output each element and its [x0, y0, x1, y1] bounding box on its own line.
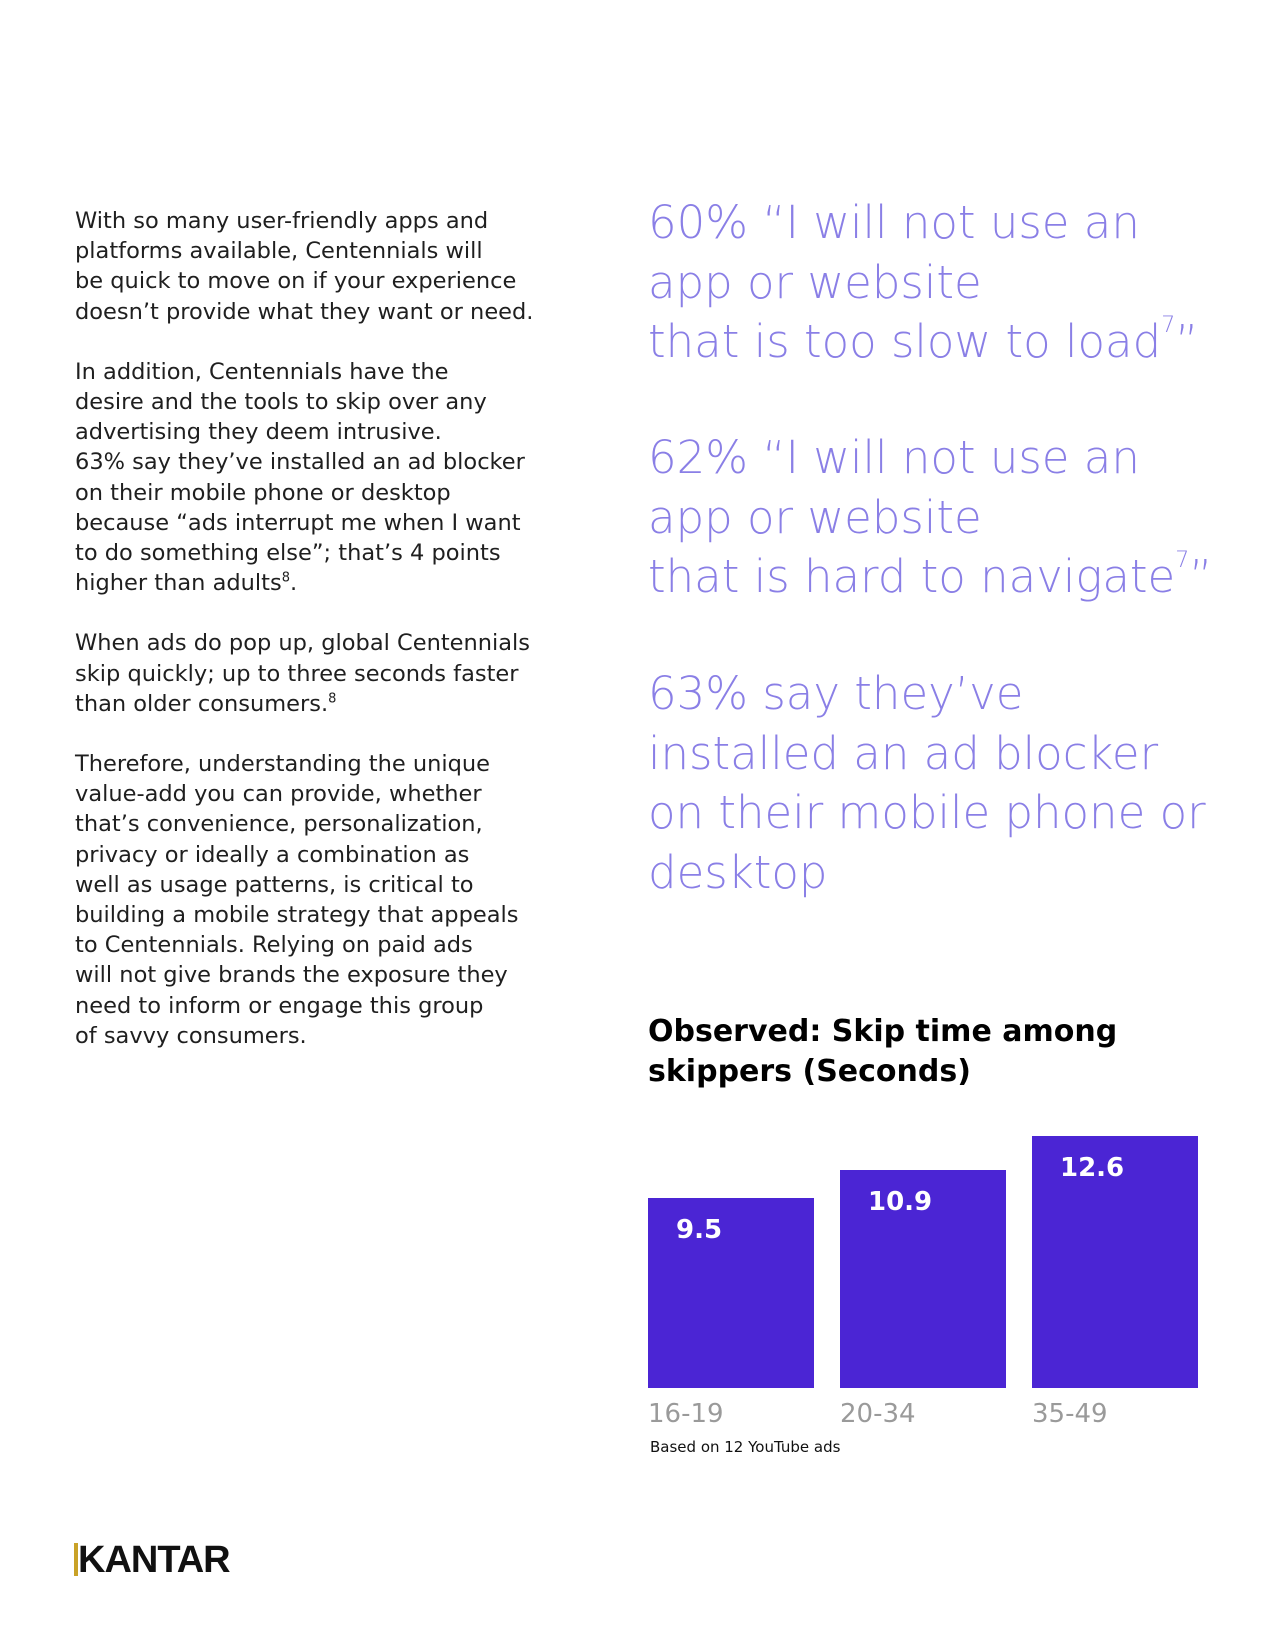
- stat-hard-navigate-text: 62% “I will not use an app or website th…: [648, 431, 1176, 603]
- bar-20-34: [840, 1170, 1006, 1388]
- paragraph-2: In addition, Centennials have the desire…: [75, 357, 545, 599]
- body-text: With so many user-friendly apps and plat…: [75, 206, 545, 1081]
- footnote-ref: 8: [281, 570, 290, 586]
- paragraph-2-text: In addition, Centennials have the desire…: [75, 358, 525, 597]
- paragraph-3: When ads do pop up, global Centennials s…: [75, 628, 545, 719]
- chart-note: Based on 12 YouTube ads: [650, 1438, 841, 1456]
- paragraph-2-end: .: [290, 570, 298, 597]
- footnote-ref: 8: [328, 691, 337, 707]
- paragraph-1: With so many user-friendly apps and plat…: [75, 208, 534, 325]
- bar-value-label: 12.6: [1060, 1153, 1124, 1183]
- logo-accent-bar: [74, 1543, 78, 1576]
- bar-value-label: 10.9: [868, 1187, 932, 1217]
- stat-slow-load-end: ”: [1175, 315, 1199, 368]
- chart-title: Observed: Skip time among skippers (Seco…: [648, 1014, 1118, 1089]
- stat-ad-blocker: 63% say they’ve installed an ad blocker …: [648, 667, 1206, 899]
- bar-value-label: 9.5: [676, 1215, 722, 1245]
- stat-hard-navigate: 62% “I will not use an app or website th…: [648, 428, 1213, 607]
- x-tick-label: 35-49: [1032, 1399, 1108, 1429]
- stat-slow-load-text: 60% “I will not use an app or website th…: [648, 196, 1162, 368]
- skip-time-bar-chart: 9.5 16-19 10.9 20-34 12.6 35-49: [648, 1136, 1198, 1429]
- logo-text: KANTAR: [78, 1539, 231, 1581]
- stat-hard-navigate-end: ”: [1189, 550, 1213, 603]
- paragraph-3-text: When ads do pop up, global Centennials s…: [75, 630, 531, 717]
- paragraph-4: Therefore, understanding the unique valu…: [75, 751, 519, 1049]
- x-tick-label: 16-19: [648, 1399, 724, 1429]
- bar-35-49: [1032, 1136, 1198, 1388]
- footnote-ref: 7: [1161, 313, 1176, 338]
- bar-16-19: [648, 1198, 814, 1388]
- footnote-ref: 7: [1175, 548, 1190, 573]
- x-tick-label: 20-34: [840, 1399, 916, 1429]
- stat-slow-load: 60% “I will not use an app or website th…: [648, 193, 1199, 372]
